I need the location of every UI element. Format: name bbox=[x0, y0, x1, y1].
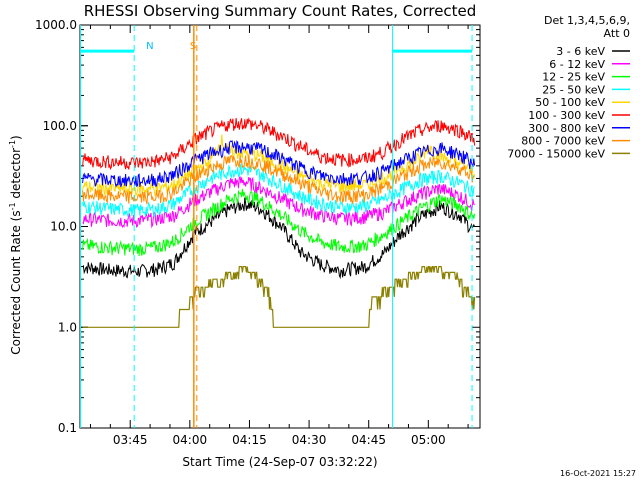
series-line bbox=[82, 117, 476, 170]
legend-label: 3 - 6 keV bbox=[556, 45, 605, 58]
footer-date: 16-Oct-2021 15:27 bbox=[560, 469, 636, 478]
y-tick-label: 10.0 bbox=[50, 220, 77, 234]
y-label-sup1: -1 bbox=[8, 202, 17, 210]
y-label-main: Corrected Count Rate (s bbox=[9, 210, 23, 354]
series-line bbox=[82, 266, 476, 328]
series-line bbox=[82, 176, 475, 229]
series-line bbox=[82, 188, 476, 257]
y-tick-label: 1.0 bbox=[58, 320, 77, 334]
legend-label: 300 - 800 keV bbox=[528, 122, 605, 135]
svg-text:Corrected Count Rate (s-1 dete: Corrected Count Rate (s-1 detector-1) bbox=[8, 135, 23, 354]
plot-area: 0.1 1.0 10.0 100.0 1000.0 03:45 04:00 04:15 04:3… bbox=[35, 18, 481, 447]
y-label-mid: detector bbox=[9, 148, 23, 203]
series-line bbox=[82, 139, 476, 188]
x-axis-label: Start Time (24-Sep-07 03:32:22) bbox=[182, 455, 377, 469]
x-tick-label: 05:00 bbox=[411, 433, 446, 447]
legend-label: 25 - 50 keV bbox=[542, 83, 605, 96]
x-tick-label: 04:00 bbox=[173, 433, 208, 447]
legend-label: 800 - 7000 keV bbox=[521, 135, 605, 148]
y-tick-label: 0.1 bbox=[58, 421, 77, 435]
series-line bbox=[82, 154, 475, 205]
legend-label: 100 - 300 keV bbox=[528, 109, 605, 122]
annotation-s: S bbox=[190, 41, 196, 52]
series-line bbox=[82, 197, 476, 280]
chart-title: RHESSI Observing Summary Count Rates, Co… bbox=[84, 2, 477, 20]
legend-label: 6 - 12 keV bbox=[549, 58, 605, 71]
legend-label: 50 - 100 keV bbox=[535, 96, 605, 109]
x-tick-label: 04:45 bbox=[351, 433, 386, 447]
annotation-n: N bbox=[146, 41, 153, 52]
legend-header-attenuator: Att 0 bbox=[604, 27, 630, 40]
legend-label: 12 - 25 keV bbox=[542, 71, 605, 84]
y-label-sup2: -1 bbox=[8, 140, 17, 148]
series-line bbox=[82, 163, 475, 219]
y-axis-label: Corrected Count Rate (s-1 detector-1) bbox=[8, 135, 23, 354]
y-tick-label: 100.0 bbox=[43, 119, 77, 133]
legend-label: 7000 - 15000 keV bbox=[507, 147, 605, 160]
y-label-end: ) bbox=[9, 135, 23, 140]
x-tick-label: 03:45 bbox=[113, 433, 148, 447]
x-tick-label: 04:30 bbox=[292, 433, 327, 447]
legend-header-detectors: Det 1,3,4,5,6,9, bbox=[544, 14, 630, 27]
y-tick-label: 1000.0 bbox=[35, 18, 77, 32]
x-tick-label: 04:15 bbox=[232, 433, 267, 447]
